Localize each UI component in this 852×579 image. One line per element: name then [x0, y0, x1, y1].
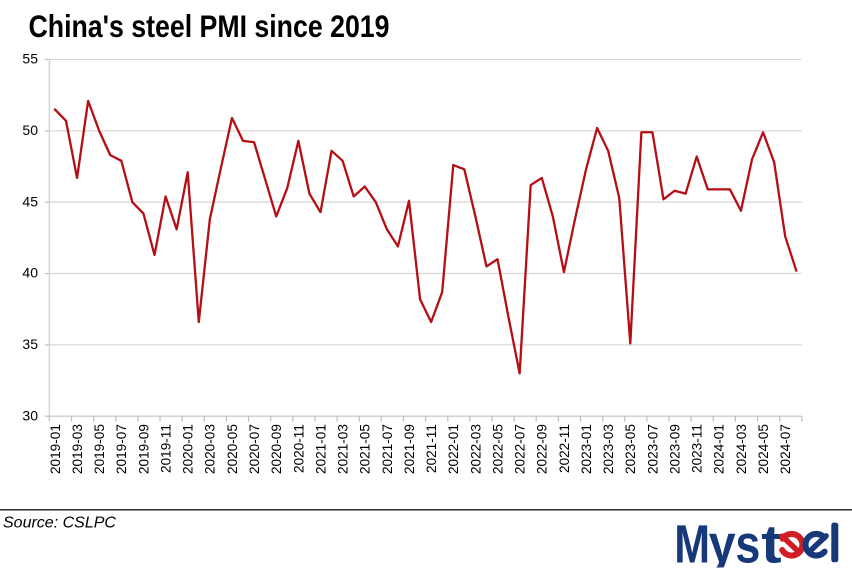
svg-text:45: 45: [22, 193, 38, 209]
svg-text:2019-07: 2019-07: [114, 424, 129, 474]
svg-text:2021-01: 2021-01: [313, 424, 328, 474]
svg-text:M: M: [674, 514, 710, 574]
svg-text:2020-01: 2020-01: [181, 424, 196, 474]
svg-text:2019-03: 2019-03: [70, 424, 85, 474]
svg-text:2024-03: 2024-03: [734, 424, 749, 474]
svg-text:50: 50: [22, 122, 38, 138]
svg-text:Source: CSLPC: Source: CSLPC: [3, 515, 116, 532]
svg-text:2020-05: 2020-05: [225, 424, 240, 474]
svg-text:2020-07: 2020-07: [247, 424, 262, 474]
svg-text:55: 55: [22, 51, 38, 67]
svg-text:2021-07: 2021-07: [380, 424, 395, 474]
svg-text:2020-11: 2020-11: [291, 424, 306, 473]
svg-text:China's steel PMI since 2019: China's steel PMI since 2019: [29, 9, 390, 44]
svg-text:2021-09: 2021-09: [402, 424, 417, 474]
svg-text:2019-01: 2019-01: [48, 424, 63, 474]
svg-text:y: y: [709, 514, 736, 574]
svg-text:2024-01: 2024-01: [712, 424, 727, 474]
svg-text:2021-03: 2021-03: [336, 424, 351, 474]
svg-text:2024-07: 2024-07: [778, 424, 793, 474]
svg-text:2021-11: 2021-11: [424, 424, 439, 473]
svg-text:40: 40: [22, 265, 38, 281]
svg-text:t: t: [761, 514, 782, 574]
svg-text:2023-11: 2023-11: [690, 424, 705, 473]
svg-text:2023-01: 2023-01: [579, 424, 594, 474]
svg-text:2022-05: 2022-05: [490, 424, 505, 474]
svg-text:2023-03: 2023-03: [601, 424, 616, 474]
svg-text:2020-03: 2020-03: [203, 424, 218, 474]
svg-text:2023-07: 2023-07: [645, 424, 660, 474]
svg-text:2022-03: 2022-03: [468, 424, 483, 474]
svg-text:30: 30: [22, 407, 38, 423]
svg-text:s: s: [735, 514, 760, 574]
svg-text:2021-05: 2021-05: [358, 424, 373, 474]
svg-text:35: 35: [22, 336, 38, 352]
svg-text:2019-05: 2019-05: [92, 424, 107, 474]
svg-text:2020-09: 2020-09: [269, 424, 284, 474]
svg-text:2022-11: 2022-11: [557, 424, 572, 473]
svg-text:2022-07: 2022-07: [513, 424, 528, 474]
svg-text:2022-01: 2022-01: [446, 424, 461, 474]
svg-text:2024-05: 2024-05: [756, 424, 771, 474]
svg-text:2022-09: 2022-09: [535, 424, 550, 474]
svg-text:2019-11: 2019-11: [158, 424, 173, 473]
svg-text:2019-09: 2019-09: [136, 424, 151, 474]
svg-text:2023-05: 2023-05: [623, 424, 638, 474]
svg-text:2023-09: 2023-09: [667, 424, 682, 474]
